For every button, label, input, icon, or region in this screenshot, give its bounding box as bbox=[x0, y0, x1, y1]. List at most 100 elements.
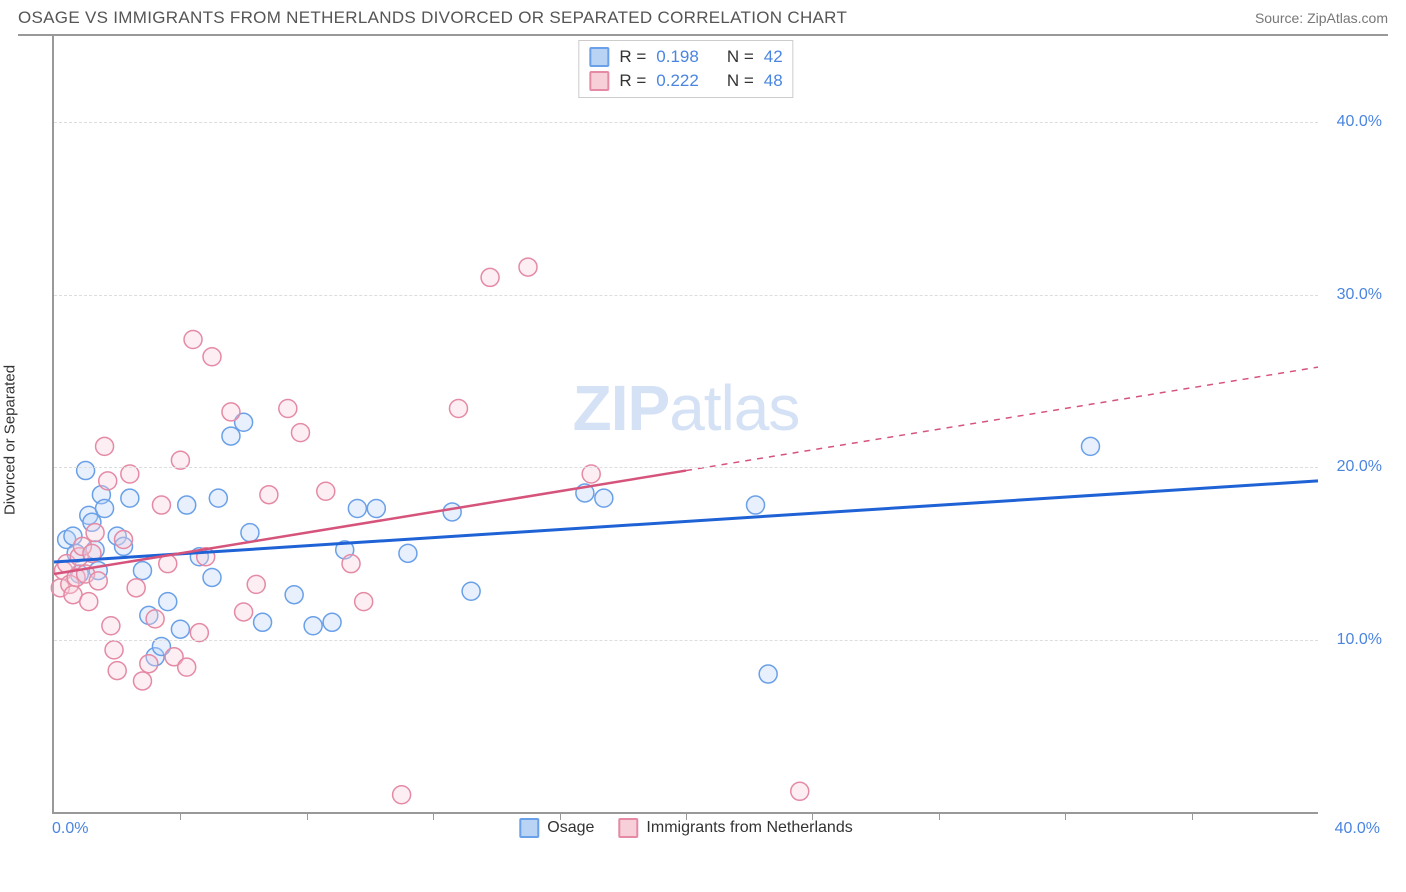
data-point bbox=[462, 582, 480, 600]
data-point bbox=[291, 424, 309, 442]
legend-swatch bbox=[618, 818, 638, 838]
data-point bbox=[367, 499, 385, 517]
data-point bbox=[133, 672, 151, 690]
legend-n-value: 42 bbox=[764, 47, 783, 67]
data-point bbox=[105, 641, 123, 659]
legend-row: R = 0.198 N = 42 bbox=[589, 45, 782, 69]
data-point bbox=[260, 486, 278, 504]
legend-item: Immigrants from Netherlands bbox=[618, 818, 852, 838]
x-tick-mark bbox=[180, 812, 181, 820]
data-point bbox=[89, 572, 107, 590]
data-point bbox=[96, 499, 114, 517]
legend-label: Immigrants from Netherlands bbox=[646, 819, 852, 837]
legend-swatch bbox=[589, 71, 609, 91]
x-tick-mark bbox=[1192, 812, 1193, 820]
legend-r-label: R = bbox=[619, 47, 646, 67]
x-axis-min-label: 0.0% bbox=[52, 820, 88, 838]
legend-n-value: 48 bbox=[764, 71, 783, 91]
x-axis-max-label: 40.0% bbox=[1335, 820, 1380, 838]
plot-area: ZIPatlas R =0.198N =42R =0.222N =48 Osag… bbox=[52, 36, 1318, 814]
data-point bbox=[178, 496, 196, 514]
y-tick-label: 30.0% bbox=[1337, 286, 1382, 304]
data-point bbox=[317, 482, 335, 500]
data-point bbox=[222, 427, 240, 445]
legend-r-label: R = bbox=[619, 71, 646, 91]
data-point bbox=[99, 472, 117, 490]
x-tick-mark bbox=[433, 812, 434, 820]
data-point bbox=[304, 617, 322, 635]
data-point bbox=[443, 503, 461, 521]
data-point bbox=[184, 331, 202, 349]
data-point bbox=[140, 655, 158, 673]
legend-swatch bbox=[519, 818, 539, 838]
legend-series: Osage Immigrants from Netherlands bbox=[519, 818, 852, 838]
data-point bbox=[342, 555, 360, 573]
x-tick-mark bbox=[307, 812, 308, 820]
data-point bbox=[171, 620, 189, 638]
trend-line bbox=[54, 471, 686, 574]
legend-n-label: N = bbox=[727, 47, 754, 67]
data-point bbox=[203, 568, 221, 586]
data-point bbox=[355, 593, 373, 611]
data-point bbox=[96, 437, 114, 455]
data-point bbox=[203, 348, 221, 366]
data-point bbox=[115, 531, 133, 549]
legend-correlation: R = 0.198 N = 42 R = 0.222 N = 48 bbox=[578, 40, 793, 98]
data-point bbox=[323, 613, 341, 631]
data-point bbox=[241, 524, 259, 542]
data-point bbox=[759, 665, 777, 683]
trend-line-dashed bbox=[686, 367, 1318, 470]
chart-source: Source: ZipAtlas.com bbox=[1255, 10, 1388, 26]
data-point bbox=[209, 489, 227, 507]
gridline bbox=[54, 295, 1318, 296]
data-point bbox=[108, 662, 126, 680]
y-tick-label: 40.0% bbox=[1337, 113, 1382, 131]
data-point bbox=[86, 524, 104, 542]
gridline bbox=[54, 122, 1318, 123]
data-point bbox=[235, 603, 253, 621]
data-point bbox=[121, 489, 139, 507]
data-point bbox=[222, 403, 240, 421]
legend-swatch bbox=[589, 47, 609, 67]
legend-label: Osage bbox=[547, 819, 594, 837]
x-tick-mark bbox=[1065, 812, 1066, 820]
data-point bbox=[159, 593, 177, 611]
x-tick-mark bbox=[939, 812, 940, 820]
y-tick-label: 10.0% bbox=[1337, 631, 1382, 649]
data-point bbox=[80, 593, 98, 611]
trend-line bbox=[54, 481, 1318, 562]
data-point bbox=[348, 499, 366, 517]
legend-r-value: 0.198 bbox=[656, 47, 699, 67]
data-point bbox=[791, 782, 809, 800]
data-point bbox=[595, 489, 613, 507]
data-point bbox=[102, 617, 120, 635]
data-point bbox=[393, 786, 411, 804]
data-point bbox=[1081, 437, 1099, 455]
data-point bbox=[449, 399, 467, 417]
gridline bbox=[54, 640, 1318, 641]
data-point bbox=[152, 496, 170, 514]
data-point bbox=[133, 562, 151, 580]
legend-n-label: N = bbox=[727, 71, 754, 91]
x-tick-mark bbox=[560, 812, 561, 820]
data-point bbox=[279, 399, 297, 417]
plot-svg bbox=[54, 36, 1318, 812]
data-point bbox=[747, 496, 765, 514]
x-tick-mark bbox=[812, 812, 813, 820]
data-point bbox=[127, 579, 145, 597]
data-point bbox=[77, 462, 95, 480]
data-point bbox=[146, 610, 164, 628]
data-point bbox=[399, 544, 417, 562]
legend-r-value: 0.222 bbox=[656, 71, 699, 91]
data-point bbox=[178, 658, 196, 676]
legend-item: Osage bbox=[519, 818, 594, 838]
y-tick-label: 20.0% bbox=[1337, 458, 1382, 476]
gridline bbox=[54, 467, 1318, 468]
y-axis-label: Divorced or Separated bbox=[2, 365, 19, 515]
data-point bbox=[247, 575, 265, 593]
chart-header: OSAGE VS IMMIGRANTS FROM NETHERLANDS DIV… bbox=[0, 0, 1406, 34]
data-point bbox=[254, 613, 272, 631]
data-point bbox=[285, 586, 303, 604]
x-tick-mark bbox=[686, 812, 687, 820]
legend-row: R = 0.222 N = 48 bbox=[589, 69, 782, 93]
